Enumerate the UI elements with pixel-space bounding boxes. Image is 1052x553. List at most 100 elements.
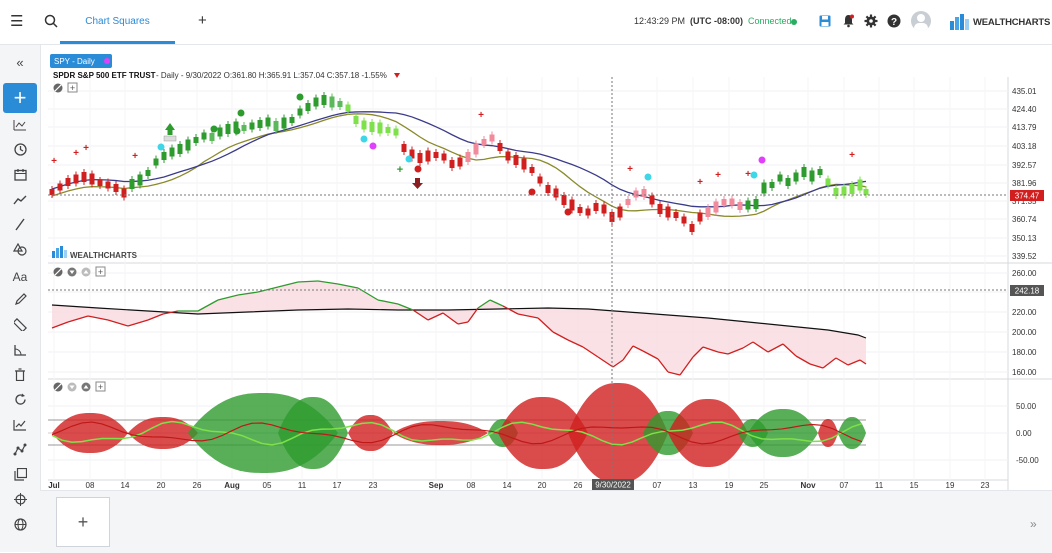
last-price-label: 374.47 (1015, 192, 1040, 201)
candle-body (169, 147, 175, 157)
candle-body (385, 127, 391, 133)
osc2-cloud (568, 383, 668, 483)
magenta-marker (758, 156, 766, 164)
symbol-tag[interactable] (50, 54, 112, 68)
time-tick-label: 14 (121, 481, 130, 490)
osc1-line-segment (657, 358, 669, 373)
menu-icon[interactable]: ☰ (10, 13, 24, 30)
candle-body (353, 116, 359, 124)
candle-body (321, 95, 327, 105)
price-pane[interactable]: + + + + + + + + + + + (49, 92, 869, 235)
trend-icon[interactable] (0, 192, 40, 212)
nodes-icon[interactable] (0, 442, 40, 462)
line-tool-icon[interactable] (0, 217, 40, 237)
shapes-icon[interactable] (0, 242, 40, 262)
osc1-line-segment (597, 356, 614, 368)
price-tick-label: 424.40 (1012, 105, 1037, 114)
text-tool-icon[interactable]: Aa (12, 270, 28, 284)
osc2-cloud (128, 417, 198, 449)
oscillator-pane-2[interactable] (48, 383, 866, 483)
candle-body (729, 198, 735, 206)
chart-area[interactable]: SPY - Daily SPDR S&P 500 ETF TRUST - Dai… (48, 52, 1052, 490)
osc1-line-segment (582, 346, 599, 358)
candle-body (209, 133, 215, 141)
candle-body (745, 200, 751, 210)
save-icon[interactable] (819, 15, 831, 30)
svg-text:+: + (98, 267, 103, 277)
candle-body (537, 176, 543, 184)
green-count-marker (210, 125, 218, 133)
candle-body (857, 179, 863, 191)
osc1-line-segment (612, 359, 624, 368)
calendar-icon[interactable] (0, 167, 40, 187)
candle-body (145, 170, 151, 176)
candle-body (273, 121, 279, 131)
candle-body (49, 189, 55, 195)
refresh-icon[interactable] (0, 392, 40, 412)
trash-icon[interactable] (0, 367, 40, 387)
time-tick-label: 23 (369, 481, 378, 490)
collapse-down-icon[interactable]: » (1030, 517, 1037, 531)
plus-marker: + (627, 164, 633, 175)
gear-icon[interactable] (864, 14, 878, 31)
timezone[interactable]: (UTC -08:00) (690, 16, 744, 26)
search-icon[interactable] (44, 14, 58, 31)
crosshair-icon[interactable] (0, 492, 40, 512)
angle-icon[interactable] (0, 342, 40, 362)
candle-body (625, 199, 631, 205)
time-tick-label: Aug (224, 481, 240, 490)
time-axis[interactable]: Jul 08 14 20 26 Aug 05 11 17 23 Sep 08 14 20 26 07 13 19 2… (48, 481, 990, 490)
add-tab-icon[interactable]: + (198, 12, 207, 29)
plus-marker: + (849, 150, 855, 161)
add-indicator-button[interactable]: + (3, 83, 37, 113)
candle-body (793, 172, 799, 182)
globe-icon[interactable] (0, 517, 40, 537)
osc1-tick-label: 260.00 (1012, 269, 1037, 278)
add-icon[interactable] (95, 266, 106, 277)
add-layout-button[interactable]: + (56, 497, 110, 547)
indicator-icon[interactable] (0, 117, 40, 137)
red-count-marker (564, 208, 572, 216)
time-tick-label: 11 (298, 481, 307, 490)
symbol-title: SPDR S&P 500 ETF TRUST (53, 71, 156, 80)
candle-body (601, 204, 607, 214)
osc1-line-segment (197, 299, 219, 312)
symbol-dot (104, 58, 110, 64)
ruler-icon[interactable] (0, 317, 40, 337)
time-tick-label: 07 (840, 481, 849, 490)
candle-body (769, 182, 775, 188)
osc2-cloud (498, 397, 588, 469)
candle-body (705, 207, 711, 217)
osc1-line-segment (692, 346, 704, 358)
chart-icon[interactable] (0, 417, 40, 437)
candle-body (665, 206, 671, 218)
candle-body (633, 190, 639, 198)
avatar[interactable] (911, 11, 931, 31)
add-icon[interactable] (67, 82, 78, 93)
candle-body (737, 202, 743, 210)
tab-chart-squares[interactable]: Chart Squares (60, 0, 175, 44)
osc2-axis[interactable]: 50.00 0.00 -50.00 (1016, 402, 1039, 465)
add-icon[interactable] (95, 381, 106, 392)
osc1-line-segment (67, 315, 89, 323)
alert-icon[interactable] (842, 14, 855, 31)
candle-body (81, 172, 87, 182)
clock-icon[interactable] (0, 142, 40, 162)
connection-status: Connected (748, 16, 792, 26)
help-icon[interactable]: ? (887, 14, 901, 31)
layout-bar: + » (40, 490, 1052, 553)
price-axis[interactable]: 435.01 424.40 413.79 403.18 392.57 381.96 371.… (1012, 87, 1037, 261)
candle-body (863, 189, 869, 195)
plus-marker: + (132, 151, 138, 162)
osc1-line-segment (847, 359, 861, 366)
price-tick-label: 339.52 (1012, 252, 1037, 261)
osc1-line-segment (795, 355, 811, 365)
candle-body (233, 121, 239, 133)
oscillator-pane-1[interactable] (51, 280, 867, 376)
pencil-icon[interactable] (0, 292, 40, 312)
buy-arrow-icon (165, 123, 175, 130)
candle-body (113, 184, 119, 192)
chart-canvas[interactable]: SPY - Daily SPDR S&P 500 ETF TRUST - Dai… (48, 52, 1052, 490)
collapse-icon[interactable]: « (16, 55, 24, 70)
copy-icon[interactable] (0, 467, 40, 487)
